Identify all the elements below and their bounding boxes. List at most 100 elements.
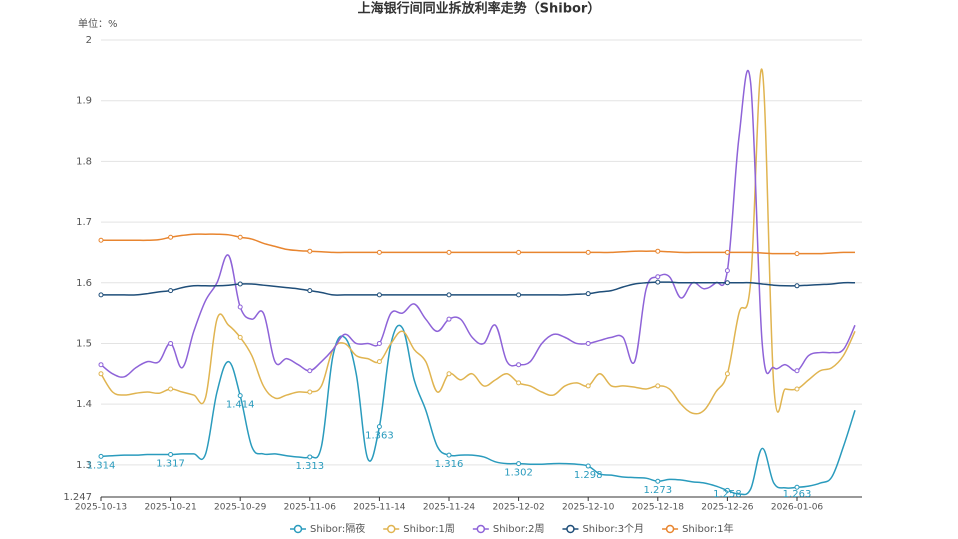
series-line bbox=[100, 68, 856, 415]
point-marker bbox=[237, 234, 243, 240]
x-tick-label: 2025-12-10 bbox=[562, 503, 615, 513]
point-marker bbox=[794, 283, 800, 289]
point-marker bbox=[446, 249, 452, 255]
point-marker bbox=[794, 484, 800, 490]
point-marker bbox=[446, 371, 452, 377]
data-label: 1.302 bbox=[504, 468, 533, 479]
point-marker bbox=[655, 274, 661, 280]
legend-item[interactable]: Shibor:隔夜 bbox=[290, 522, 365, 535]
y-tick-label: 1.5 bbox=[76, 338, 92, 349]
point-marker bbox=[516, 380, 522, 386]
marks: 1.314 1.317 1.414 1.313 1.363 1.316 1.302 1.298… bbox=[87, 234, 812, 500]
lines bbox=[100, 68, 856, 496]
legend-marker bbox=[293, 524, 303, 534]
point-marker bbox=[724, 249, 730, 255]
point-marker bbox=[98, 292, 104, 298]
x-tick-label: 2025-12-26 bbox=[701, 503, 754, 513]
data-label: 1.263 bbox=[783, 489, 812, 500]
point-marker bbox=[307, 389, 313, 395]
series-line bbox=[100, 69, 856, 378]
y-tick-label: 2 bbox=[86, 35, 92, 46]
point-marker bbox=[98, 237, 104, 243]
point-marker bbox=[237, 304, 243, 310]
point-marker bbox=[724, 371, 730, 377]
point-marker bbox=[237, 334, 243, 340]
point-marker bbox=[307, 248, 313, 254]
legend-marker bbox=[386, 524, 396, 534]
point-marker bbox=[794, 251, 800, 257]
series-line bbox=[101, 233, 856, 255]
point-marker bbox=[446, 452, 452, 458]
y-tick-label: 1.3 bbox=[76, 460, 92, 471]
x-tick-label: 2025-10-21 bbox=[144, 503, 196, 513]
grid: 1.247 1.3 1.4 1.5 1.6 1.7 1.8 1.9 2 2025-10-13 202… bbox=[63, 35, 862, 513]
y-tick-label: 1.9 bbox=[76, 96, 92, 107]
legend-item[interactable]: Shibor:2周 bbox=[472, 523, 545, 535]
point-marker bbox=[168, 288, 174, 294]
point-marker bbox=[724, 268, 730, 274]
point-marker bbox=[446, 292, 452, 298]
x-tick-label: 2025-11-06 bbox=[284, 503, 337, 513]
y-tick-label: 1.6 bbox=[76, 278, 92, 289]
data-label: 1.313 bbox=[295, 461, 324, 472]
point-marker bbox=[376, 359, 382, 365]
point-marker bbox=[307, 454, 313, 460]
point-marker bbox=[98, 362, 104, 368]
point-marker bbox=[724, 487, 730, 493]
data-label: 1.273 bbox=[643, 485, 672, 496]
point-marker bbox=[446, 316, 452, 322]
point-marker bbox=[98, 371, 104, 377]
point-marker bbox=[516, 362, 522, 368]
y-tick-label: 1.247 bbox=[63, 492, 92, 503]
data-label: 1.258 bbox=[713, 489, 742, 500]
point-marker bbox=[585, 383, 591, 389]
x-tick-label: 2025-12-18 bbox=[632, 503, 685, 513]
point-marker bbox=[655, 383, 661, 389]
point-marker bbox=[98, 453, 104, 459]
legend-marker bbox=[476, 524, 486, 534]
legend-label: Shibor:3个月 bbox=[582, 523, 644, 535]
series-line bbox=[100, 324, 856, 496]
point-marker bbox=[376, 424, 382, 430]
point-marker bbox=[376, 292, 382, 298]
legend-item[interactable]: Shibor:1年 bbox=[662, 522, 734, 535]
point-marker bbox=[585, 291, 591, 297]
point-marker bbox=[376, 249, 382, 255]
legend-item[interactable]: Shibor:3个月 bbox=[562, 523, 644, 535]
data-label: 1.363 bbox=[365, 431, 394, 442]
point-marker bbox=[585, 463, 591, 469]
x-tick-label: 2025-11-14 bbox=[353, 503, 406, 513]
y-tick-label: 1.7 bbox=[76, 217, 92, 228]
point-marker bbox=[168, 386, 174, 392]
y-tick-label: 1.4 bbox=[76, 399, 92, 410]
data-label: 1.316 bbox=[435, 459, 464, 470]
legend-marker bbox=[665, 524, 675, 534]
legend-label: Shibor:1周 bbox=[403, 523, 455, 535]
point-marker bbox=[655, 248, 661, 254]
data-label: 1.414 bbox=[226, 400, 255, 411]
point-marker bbox=[376, 340, 382, 346]
point-marker bbox=[307, 288, 313, 294]
legend-item[interactable]: Shibor:1周 bbox=[383, 523, 455, 535]
point-marker bbox=[516, 292, 522, 298]
point-marker bbox=[237, 281, 243, 287]
point-marker bbox=[237, 393, 243, 399]
point-marker bbox=[516, 461, 522, 467]
data-label: 1.317 bbox=[156, 459, 185, 470]
x-tick-label: 2025-10-13 bbox=[75, 503, 127, 513]
x-tick-label: 2026-01-06 bbox=[771, 503, 824, 513]
point-marker bbox=[724, 280, 730, 286]
point-marker bbox=[168, 340, 174, 346]
point-marker bbox=[655, 478, 661, 484]
point-marker bbox=[168, 452, 174, 458]
x-tick-label: 2025-12-02 bbox=[492, 503, 544, 513]
point-marker bbox=[585, 340, 591, 346]
y-tick-label: 1.8 bbox=[76, 156, 92, 167]
point-marker bbox=[794, 368, 800, 374]
x-tick-label: 2025-10-29 bbox=[214, 503, 267, 513]
legend-label: Shibor:隔夜 bbox=[310, 522, 365, 535]
legend-label: Shibor:2周 bbox=[493, 523, 545, 535]
data-label: 1.314 bbox=[87, 460, 116, 471]
data-label: 1.298 bbox=[574, 470, 603, 481]
